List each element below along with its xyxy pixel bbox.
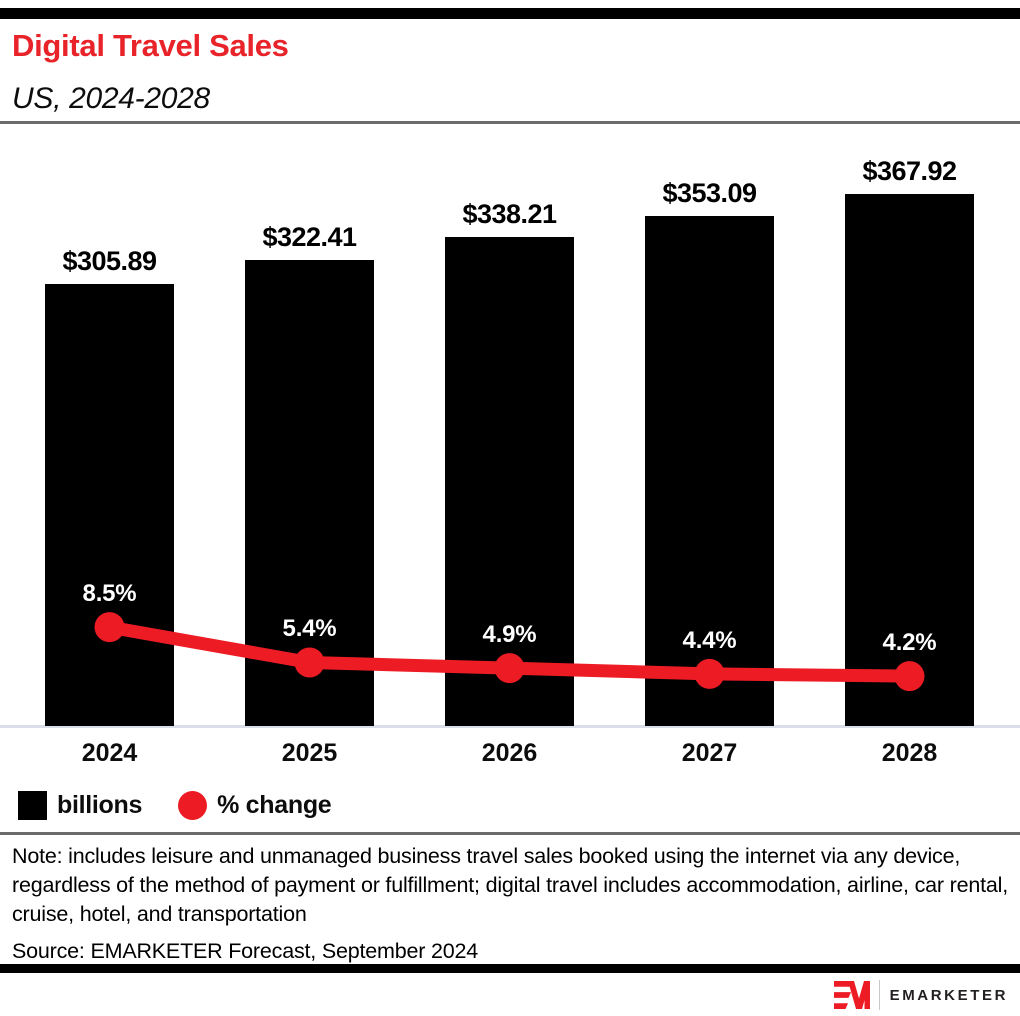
brand-wordmark: EMARKETER — [889, 986, 1008, 1004]
bar-2026 — [445, 237, 574, 726]
x-axis-line — [0, 725, 1020, 728]
year-label-2024: 2024 — [81, 739, 138, 767]
bar-value-label-2025: $322.41 — [262, 222, 357, 253]
header-divider — [0, 121, 1020, 124]
legend-item-billions: billions — [18, 790, 143, 820]
pct-label-2027: 4.4% — [682, 626, 737, 654]
billions-swatch-icon — [18, 790, 47, 820]
page-subtitle: US, 2024-2028 — [12, 82, 210, 115]
chart-area: $305.89 2024 $322.41 2025 $338.21 2026 $353.09… — [0, 130, 1020, 770]
pct-label-2025: 5.4% — [282, 615, 337, 643]
bar-value-label-2028: $367.92 — [862, 156, 957, 187]
bar-value-label-2027: $353.09 — [662, 177, 757, 208]
bar-value-label-2026: $338.21 — [462, 199, 557, 230]
em-monogram-icon — [833, 981, 870, 1009]
top-accent-bar — [0, 8, 1020, 19]
year-label-2027: 2027 — [681, 739, 738, 767]
footer-accent-bar — [0, 964, 1020, 973]
year-label-2025: 2025 — [281, 739, 338, 767]
bar-2024 — [45, 284, 174, 726]
legend: billions % change — [18, 790, 332, 820]
legend-item-pct-change: % change — [156, 790, 332, 820]
legend-label-pct-change: % change — [217, 790, 332, 819]
year-label-2026: 2026 — [481, 739, 538, 767]
legend-label-billions: billions — [57, 790, 143, 819]
bar-value-label-2024: $305.89 — [62, 246, 157, 277]
bar-2025 — [245, 260, 374, 726]
brand-logo: EMARKETER — [833, 978, 1008, 1012]
logo-divider — [878, 980, 880, 1010]
pct-label-2024: 8.5% — [82, 580, 137, 608]
legend-divider — [0, 832, 1020, 835]
pct-label-2028: 4.2% — [882, 629, 937, 657]
pct-label-2026: 4.9% — [482, 621, 537, 649]
page-title: Digital Travel Sales — [12, 28, 289, 63]
source-text: Source: EMARKETER Forecast, September 20… — [12, 939, 478, 963]
year-label-2028: 2028 — [881, 739, 938, 767]
note-text: Note: includes leisure and unmanaged bus… — [12, 844, 1008, 926]
pct-change-swatch-icon — [178, 790, 208, 820]
